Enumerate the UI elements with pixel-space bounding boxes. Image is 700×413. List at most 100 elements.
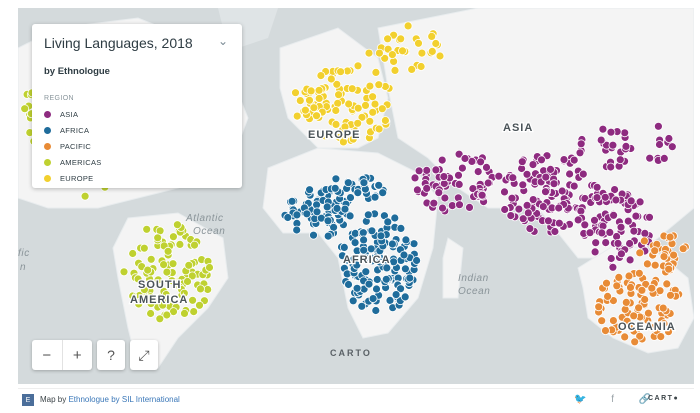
- language-dot[interactable]: [357, 301, 367, 311]
- language-dot[interactable]: [554, 203, 564, 213]
- language-dot[interactable]: [184, 260, 194, 270]
- language-dot[interactable]: [528, 195, 538, 205]
- language-dot[interactable]: [333, 98, 343, 108]
- language-dot[interactable]: [629, 226, 639, 236]
- language-dot[interactable]: [483, 178, 493, 188]
- language-dot[interactable]: [344, 280, 353, 289]
- language-dot[interactable]: [546, 164, 555, 174]
- language-dot[interactable]: [205, 263, 214, 272]
- language-dot[interactable]: [344, 99, 354, 109]
- language-dot[interactable]: [323, 231, 333, 241]
- language-dot[interactable]: [162, 310, 172, 320]
- language-dot[interactable]: [283, 213, 293, 222]
- language-dot[interactable]: [364, 279, 374, 289]
- language-dot[interactable]: [353, 61, 363, 71]
- language-dot[interactable]: [650, 246, 660, 256]
- language-dot[interactable]: [396, 284, 406, 294]
- language-dot[interactable]: [287, 196, 297, 206]
- language-dot[interactable]: [330, 183, 340, 193]
- language-dot[interactable]: [364, 48, 374, 58]
- language-dot[interactable]: [422, 183, 432, 193]
- language-dot[interactable]: [622, 316, 632, 326]
- language-dot[interactable]: [414, 166, 424, 176]
- language-dot[interactable]: [640, 295, 650, 304]
- language-dot[interactable]: [585, 228, 595, 238]
- language-dot[interactable]: [188, 295, 198, 305]
- language-dot[interactable]: [508, 173, 518, 183]
- language-dot[interactable]: [368, 92, 378, 102]
- language-dot[interactable]: [550, 227, 560, 236]
- language-dot[interactable]: [573, 215, 583, 225]
- language-dot[interactable]: [390, 213, 400, 223]
- help-button[interactable]: ?: [97, 340, 125, 370]
- language-dot[interactable]: [367, 253, 376, 263]
- language-dot[interactable]: [569, 155, 579, 165]
- language-dot[interactable]: [500, 187, 509, 197]
- language-dot[interactable]: [414, 38, 423, 48]
- language-dot[interactable]: [368, 107, 378, 117]
- language-dot[interactable]: [196, 284, 205, 294]
- language-dot[interactable]: [292, 111, 302, 121]
- language-dot[interactable]: [654, 121, 663, 131]
- language-dot[interactable]: [168, 259, 178, 269]
- language-dot[interactable]: [431, 165, 441, 175]
- language-dot[interactable]: [326, 74, 336, 84]
- language-dot[interactable]: [374, 48, 384, 58]
- language-dot[interactable]: [403, 21, 413, 31]
- language-dot[interactable]: [368, 294, 378, 304]
- language-dot[interactable]: [565, 169, 574, 179]
- language-dot[interactable]: [183, 277, 192, 286]
- language-dot[interactable]: [371, 306, 381, 315]
- language-dot[interactable]: [600, 192, 610, 202]
- language-dot[interactable]: [594, 302, 604, 312]
- language-dot[interactable]: [506, 211, 516, 221]
- language-dot[interactable]: [590, 215, 599, 225]
- language-dot[interactable]: [352, 283, 362, 293]
- language-dot[interactable]: [352, 260, 362, 270]
- language-dot[interactable]: [517, 157, 527, 167]
- language-dot[interactable]: [625, 239, 634, 248]
- language-dot[interactable]: [617, 249, 626, 259]
- language-dot[interactable]: [180, 308, 189, 318]
- language-dot[interactable]: [597, 228, 607, 238]
- language-dot[interactable]: [621, 297, 631, 307]
- language-dot[interactable]: [374, 124, 384, 134]
- language-dot[interactable]: [391, 290, 401, 300]
- language-dot[interactable]: [427, 47, 437, 56]
- language-dot[interactable]: [153, 233, 163, 243]
- language-dot[interactable]: [541, 187, 550, 197]
- language-dot[interactable]: [437, 155, 447, 165]
- language-dot[interactable]: [161, 290, 171, 299]
- language-dot[interactable]: [439, 172, 449, 182]
- language-dot[interactable]: [635, 248, 645, 258]
- language-dot[interactable]: [603, 291, 612, 301]
- language-dot[interactable]: [620, 128, 630, 138]
- language-dot[interactable]: [592, 193, 602, 203]
- language-dot[interactable]: [396, 34, 406, 44]
- language-dot[interactable]: [134, 299, 144, 309]
- language-dot[interactable]: [623, 216, 633, 226]
- language-dot[interactable]: [146, 254, 156, 264]
- language-dot[interactable]: [435, 51, 445, 61]
- language-dot[interactable]: [665, 232, 675, 242]
- language-dot[interactable]: [610, 185, 619, 195]
- language-dot[interactable]: [454, 170, 463, 180]
- language-dot[interactable]: [361, 101, 370, 110]
- language-dot[interactable]: [370, 99, 380, 109]
- language-dot[interactable]: [417, 48, 427, 58]
- language-dot[interactable]: [559, 155, 569, 165]
- language-dot[interactable]: [473, 167, 483, 177]
- language-dot[interactable]: [557, 186, 567, 196]
- language-dot[interactable]: [292, 225, 302, 235]
- language-dot[interactable]: [454, 149, 464, 159]
- language-dot[interactable]: [422, 165, 432, 175]
- language-dot[interactable]: [606, 162, 616, 172]
- language-dot[interactable]: [659, 252, 669, 262]
- language-dot[interactable]: [309, 230, 318, 240]
- language-dot[interactable]: [666, 290, 675, 300]
- language-dot[interactable]: [664, 134, 674, 143]
- language-dot[interactable]: [525, 224, 535, 234]
- language-dot[interactable]: [168, 232, 178, 242]
- language-dot[interactable]: [162, 267, 172, 277]
- language-dot[interactable]: [615, 155, 625, 165]
